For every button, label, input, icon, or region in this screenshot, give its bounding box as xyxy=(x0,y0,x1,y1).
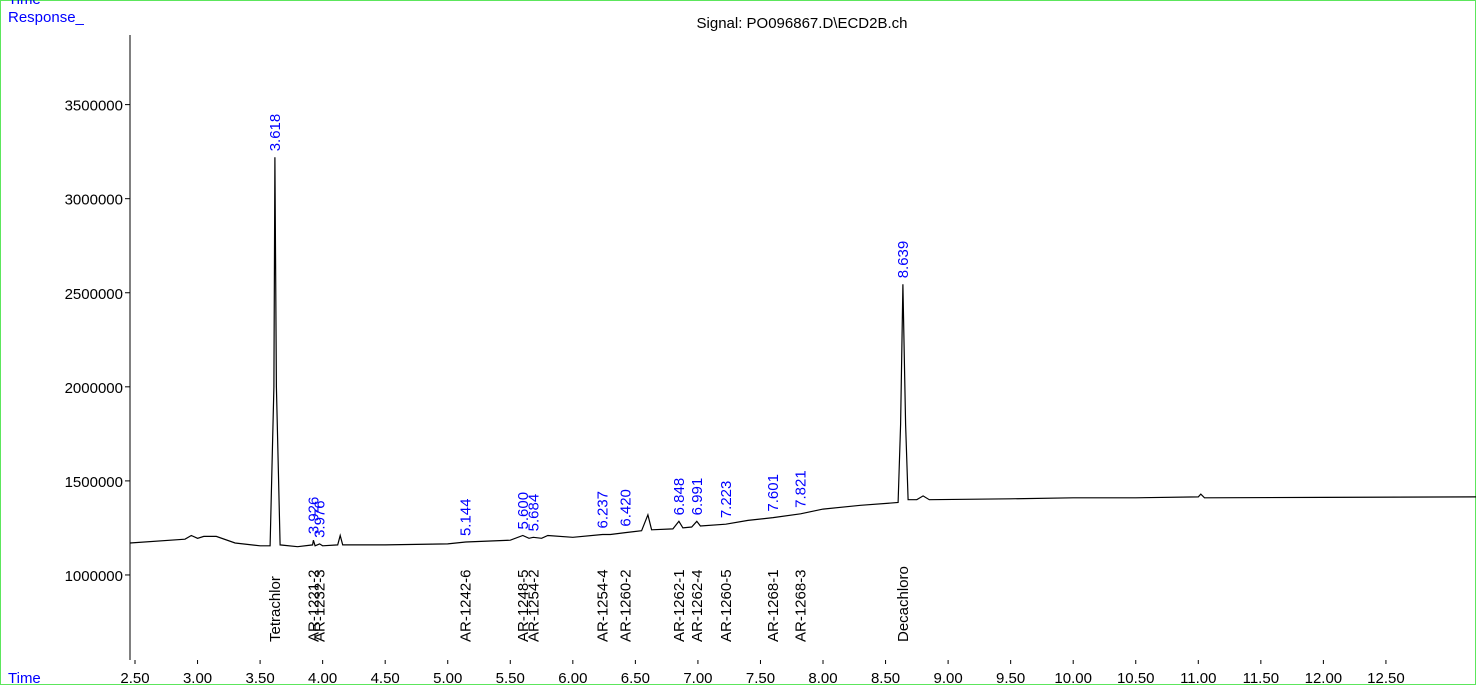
compound-label: AR-1254-4 xyxy=(594,569,611,642)
peak-label: 8.639 xyxy=(895,241,912,279)
y-tick-label: 2000000 xyxy=(65,380,123,397)
compound-label: AR-1268-1 xyxy=(765,569,782,642)
compound-label: AR-1248-5 xyxy=(515,569,532,642)
y-tick-label: 3000000 xyxy=(65,192,123,209)
x-tick-label: 11.50 xyxy=(1243,670,1279,685)
compound-label: AR-1232-3 xyxy=(312,569,329,642)
y-axis-label: Response_ xyxy=(8,9,85,26)
peak-label: 6.237 xyxy=(594,491,611,529)
peak-label: 3.618 xyxy=(267,114,284,152)
x-tick-label: 5.00 xyxy=(433,670,462,685)
x-tick-label: 7.50 xyxy=(746,670,775,685)
x-tick-label: 12.50 xyxy=(1367,670,1405,685)
x-tick-label: 4.50 xyxy=(371,670,400,685)
peak-label: 6.420 xyxy=(617,489,634,527)
compound-label: Tetrachlor xyxy=(267,576,284,642)
signal-trace xyxy=(129,157,1476,548)
y-tick-label: 3500000 xyxy=(65,98,123,115)
x-tick-label: 3.00 xyxy=(183,670,212,685)
peak-label: 5.684 xyxy=(525,494,542,532)
y-tick-label: 1500000 xyxy=(65,474,123,491)
x-tick-label: 6.00 xyxy=(558,670,587,685)
compound-label: AR-1262-4 xyxy=(689,569,706,642)
x-tick-label: 5.50 xyxy=(496,670,525,685)
compound-label: AR-1260-2 xyxy=(617,569,634,642)
compound-label: AR-1260-5 xyxy=(718,569,735,642)
peak-label: 5.144 xyxy=(458,498,475,536)
x-axis-label: Time xyxy=(8,670,41,685)
compound-label: Decachloro xyxy=(895,566,912,642)
compound-label: AR-1268-3 xyxy=(793,569,810,642)
top-label: Time xyxy=(8,0,41,8)
peak-label: 3.926 xyxy=(305,497,322,535)
x-tick-label: 9.00 xyxy=(934,670,963,685)
x-tick-label: 3.50 xyxy=(245,670,274,685)
peak-label: 7.223 xyxy=(718,481,735,519)
x-tick-label: 10.00 xyxy=(1054,670,1092,685)
x-tick-label: 8.50 xyxy=(871,670,900,685)
compound-label: AR-1262-1 xyxy=(671,569,688,642)
x-tick-label: 11.00 xyxy=(1180,670,1216,685)
compound-label: AR-1242-6 xyxy=(458,569,475,642)
x-tick-label: 12.00 xyxy=(1305,670,1343,685)
x-tick-label: 8.00 xyxy=(808,670,837,685)
y-tick-label: 1000000 xyxy=(65,568,123,585)
x-tick-label: 6.50 xyxy=(621,670,650,685)
peak-label: 6.848 xyxy=(671,478,688,516)
chart-title: Signal: PO096867.D\ECD2B.ch xyxy=(697,15,908,32)
y-tick-label: 2500000 xyxy=(65,286,123,303)
peak-label: 3.976 xyxy=(312,500,329,538)
x-tick-label: 9.50 xyxy=(996,670,1025,685)
compound-label: AR-1254-2 xyxy=(525,569,542,642)
x-tick-label: 7.00 xyxy=(683,670,712,685)
x-tick-label: 2.50 xyxy=(120,670,149,685)
x-tick-label: 4.00 xyxy=(308,670,337,685)
peak-label: 7.821 xyxy=(793,470,810,508)
x-tick-label: 10.50 xyxy=(1117,670,1155,685)
compound-label: AR-1221-2 xyxy=(305,569,322,642)
peak-label: 5.600 xyxy=(515,492,532,530)
peak-label: 7.601 xyxy=(765,474,782,512)
peak-label: 6.991 xyxy=(689,478,706,516)
